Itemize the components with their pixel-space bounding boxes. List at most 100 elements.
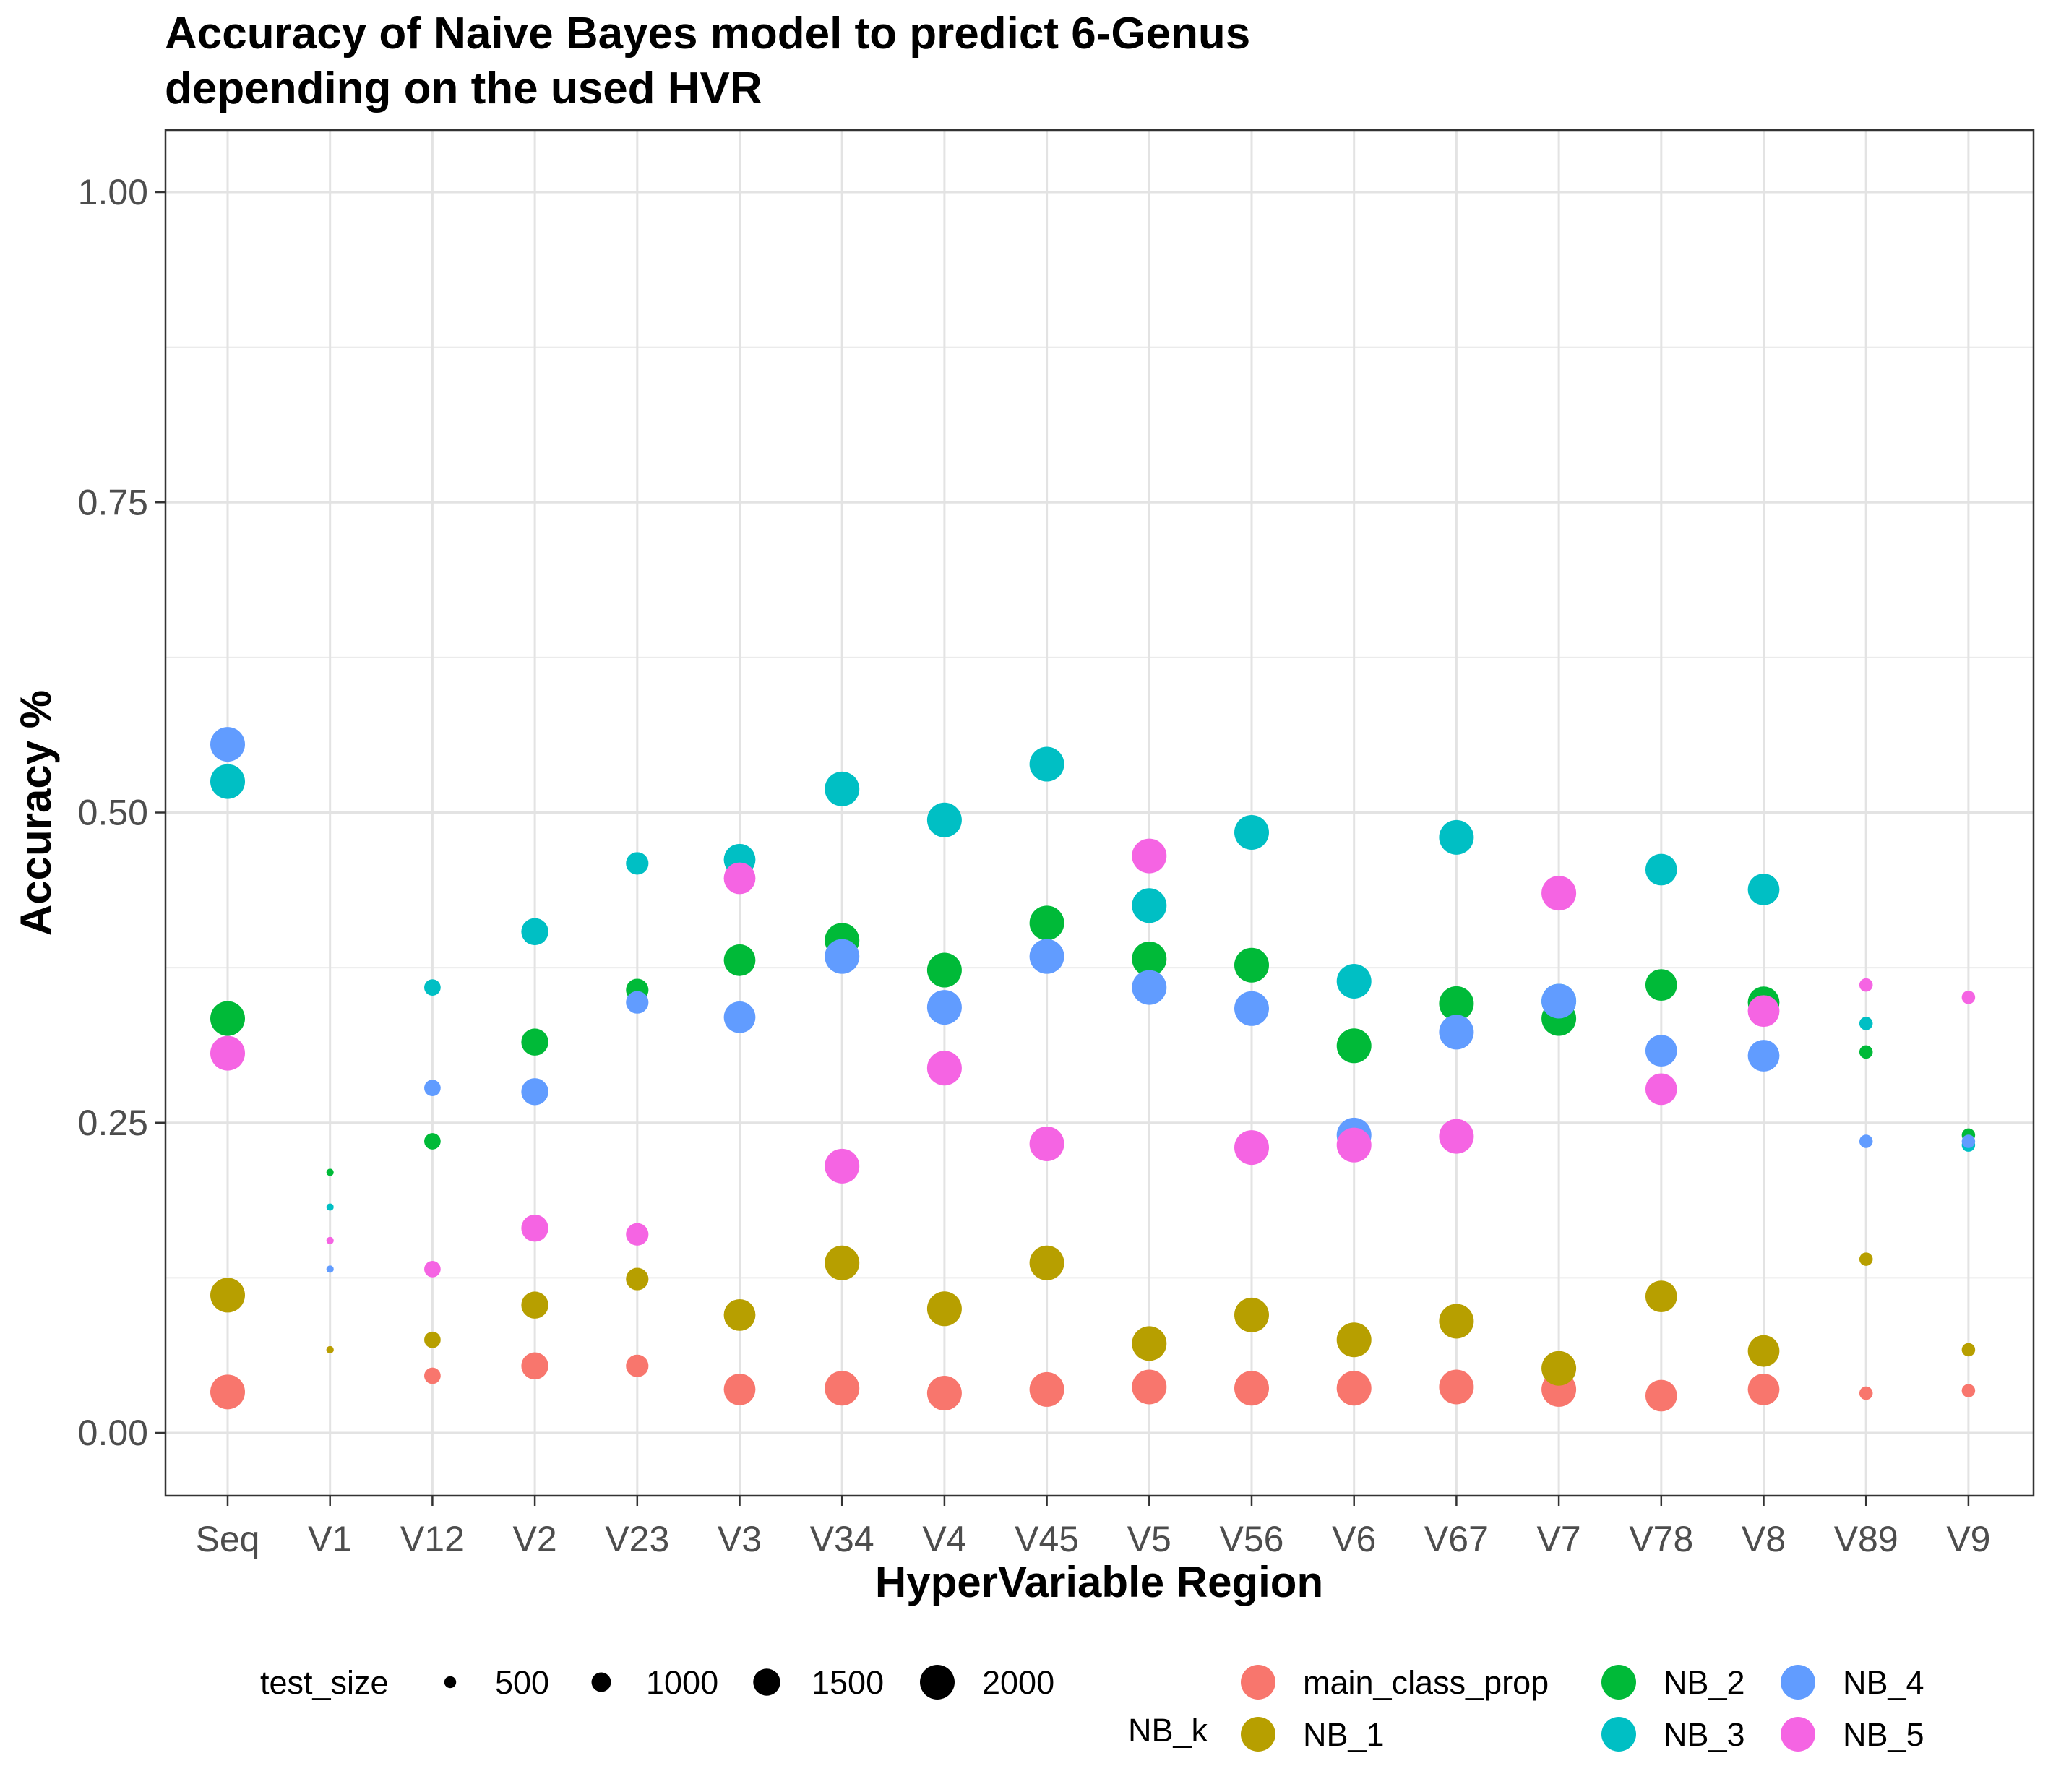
point-NB-4 bbox=[926, 990, 962, 1025]
point-NB-5 bbox=[210, 1035, 245, 1071]
point-NB-1 bbox=[326, 1345, 334, 1354]
point-NB-1 bbox=[1234, 1297, 1269, 1332]
point-NB-4 bbox=[723, 1001, 756, 1033]
size-legend-label: 500 bbox=[495, 1664, 549, 1701]
x-tick-label: V67 bbox=[1424, 1519, 1489, 1559]
chart-title-line-1: Accuracy of Naive Bayes model to predict… bbox=[165, 9, 1250, 59]
point-main-class-prop bbox=[1029, 1371, 1064, 1407]
point-NB-3 bbox=[825, 771, 860, 806]
point-NB-2 bbox=[723, 944, 756, 976]
x-tick-label: V9 bbox=[1946, 1519, 1990, 1559]
point-NB-4 bbox=[210, 727, 245, 762]
point-NB-5 bbox=[825, 1148, 860, 1184]
x-axis-title: HyperVariable Region bbox=[875, 1558, 1323, 1606]
point-main-class-prop bbox=[825, 1371, 860, 1406]
point-main-class-prop bbox=[1234, 1371, 1269, 1406]
color-legend-key bbox=[1601, 1717, 1636, 1752]
point-main-class-prop bbox=[1747, 1374, 1780, 1405]
point-NB-4 bbox=[1961, 1134, 1976, 1148]
point-NB-2 bbox=[1132, 942, 1167, 977]
point-NB-5 bbox=[1439, 1119, 1474, 1154]
point-NB-4 bbox=[1541, 983, 1577, 1019]
point-NB-2 bbox=[210, 1001, 245, 1036]
point-NB-2 bbox=[1234, 947, 1269, 983]
color-legend-key bbox=[1781, 1717, 1815, 1752]
size-legend-key bbox=[920, 1665, 955, 1700]
point-NB-3 bbox=[1234, 814, 1269, 850]
y-axis: 0.00 0.25 0.50 0.75 1.00 bbox=[78, 172, 165, 1453]
x-tick-label: V5 bbox=[1127, 1519, 1171, 1559]
point-NB-5 bbox=[626, 1223, 649, 1246]
x-tick-label: V34 bbox=[810, 1519, 874, 1559]
x-tick-label: V7 bbox=[1537, 1519, 1581, 1559]
data-points bbox=[210, 727, 1976, 1412]
x-tick-label: V8 bbox=[1742, 1519, 1786, 1559]
point-NB-3 bbox=[210, 764, 245, 799]
point-NB-1 bbox=[1336, 1322, 1372, 1358]
point-NB-2 bbox=[1439, 986, 1474, 1021]
grid-lines bbox=[165, 130, 2034, 1496]
point-main-class-prop bbox=[626, 1354, 649, 1377]
point-NB-4 bbox=[326, 1265, 334, 1273]
point-NB-4 bbox=[1645, 1035, 1677, 1067]
point-NB-1 bbox=[424, 1331, 441, 1348]
point-NB-5 bbox=[1336, 1127, 1372, 1163]
point-NB-1 bbox=[1541, 1351, 1577, 1386]
chart-title-line-2: depending on the used HVR bbox=[165, 64, 762, 113]
point-NB-2 bbox=[926, 952, 962, 988]
point-NB-2 bbox=[1336, 1028, 1372, 1064]
point-NB-1 bbox=[521, 1291, 548, 1319]
point-NB-1 bbox=[825, 1245, 860, 1280]
point-NB-3 bbox=[1029, 746, 1064, 782]
point-NB-3 bbox=[1645, 853, 1677, 886]
point-NB-3 bbox=[926, 802, 962, 837]
point-NB-1 bbox=[1859, 1252, 1873, 1266]
point-NB-4 bbox=[1439, 1015, 1474, 1050]
color-legend-key bbox=[1781, 1665, 1815, 1700]
point-NB-2 bbox=[326, 1168, 334, 1176]
color-legend-key bbox=[1601, 1665, 1636, 1700]
point-NB-4 bbox=[1859, 1134, 1873, 1148]
point-NB-3 bbox=[1747, 874, 1780, 905]
point-main-class-prop bbox=[1859, 1386, 1873, 1400]
point-NB-1 bbox=[626, 1267, 649, 1291]
color-legend-key bbox=[1241, 1665, 1275, 1700]
x-tick-label: V78 bbox=[1629, 1519, 1693, 1559]
point-main-class-prop bbox=[1645, 1379, 1677, 1412]
point-NB-1 bbox=[1132, 1326, 1167, 1361]
point-NB-2 bbox=[521, 1028, 548, 1056]
point-NB-5 bbox=[723, 862, 756, 895]
x-axis: Seq V1 V12 V2 V23 V3 V34 V4 V45 V5 V56 V6 V67 V7 V78 V8… bbox=[196, 1496, 1990, 1559]
point-NB-4 bbox=[1234, 991, 1269, 1026]
point-NB-1 bbox=[1747, 1335, 1780, 1367]
point-NB-3 bbox=[1439, 819, 1474, 855]
y-axis-title: Accuracy % bbox=[12, 690, 60, 936]
x-tick-label: V3 bbox=[718, 1519, 762, 1559]
size-legend-key bbox=[753, 1668, 780, 1696]
point-NB-1 bbox=[926, 1291, 962, 1327]
color-legend-label: NB_4 bbox=[1843, 1664, 1924, 1701]
point-NB-5 bbox=[1132, 838, 1167, 874]
color-legend-label: NB_2 bbox=[1664, 1664, 1745, 1701]
x-tick-label: V56 bbox=[1220, 1519, 1284, 1559]
point-NB-1 bbox=[210, 1278, 245, 1313]
point-NB-4 bbox=[521, 1078, 548, 1106]
point-NB-4 bbox=[626, 991, 649, 1014]
x-tick-label: V23 bbox=[605, 1519, 669, 1559]
point-main-class-prop bbox=[521, 1352, 548, 1380]
point-NB-3 bbox=[1859, 1017, 1873, 1030]
point-NB-2 bbox=[1859, 1045, 1873, 1059]
point-NB-5 bbox=[1961, 991, 1976, 1004]
point-NB-4 bbox=[1747, 1040, 1780, 1072]
x-tick-label: V2 bbox=[513, 1519, 557, 1559]
point-NB-1 bbox=[1029, 1245, 1064, 1280]
x-tick-label: Seq bbox=[196, 1519, 260, 1559]
y-tick-label: 0.50 bbox=[78, 793, 148, 833]
point-NB-2 bbox=[1029, 905, 1064, 941]
x-tick-label: V6 bbox=[1332, 1519, 1376, 1559]
size-legend-label: 1500 bbox=[812, 1664, 884, 1701]
point-main-class-prop bbox=[424, 1367, 441, 1384]
point-NB-4 bbox=[1132, 970, 1167, 1005]
point-NB-5 bbox=[1645, 1073, 1677, 1106]
color-legend-key bbox=[1241, 1717, 1275, 1752]
